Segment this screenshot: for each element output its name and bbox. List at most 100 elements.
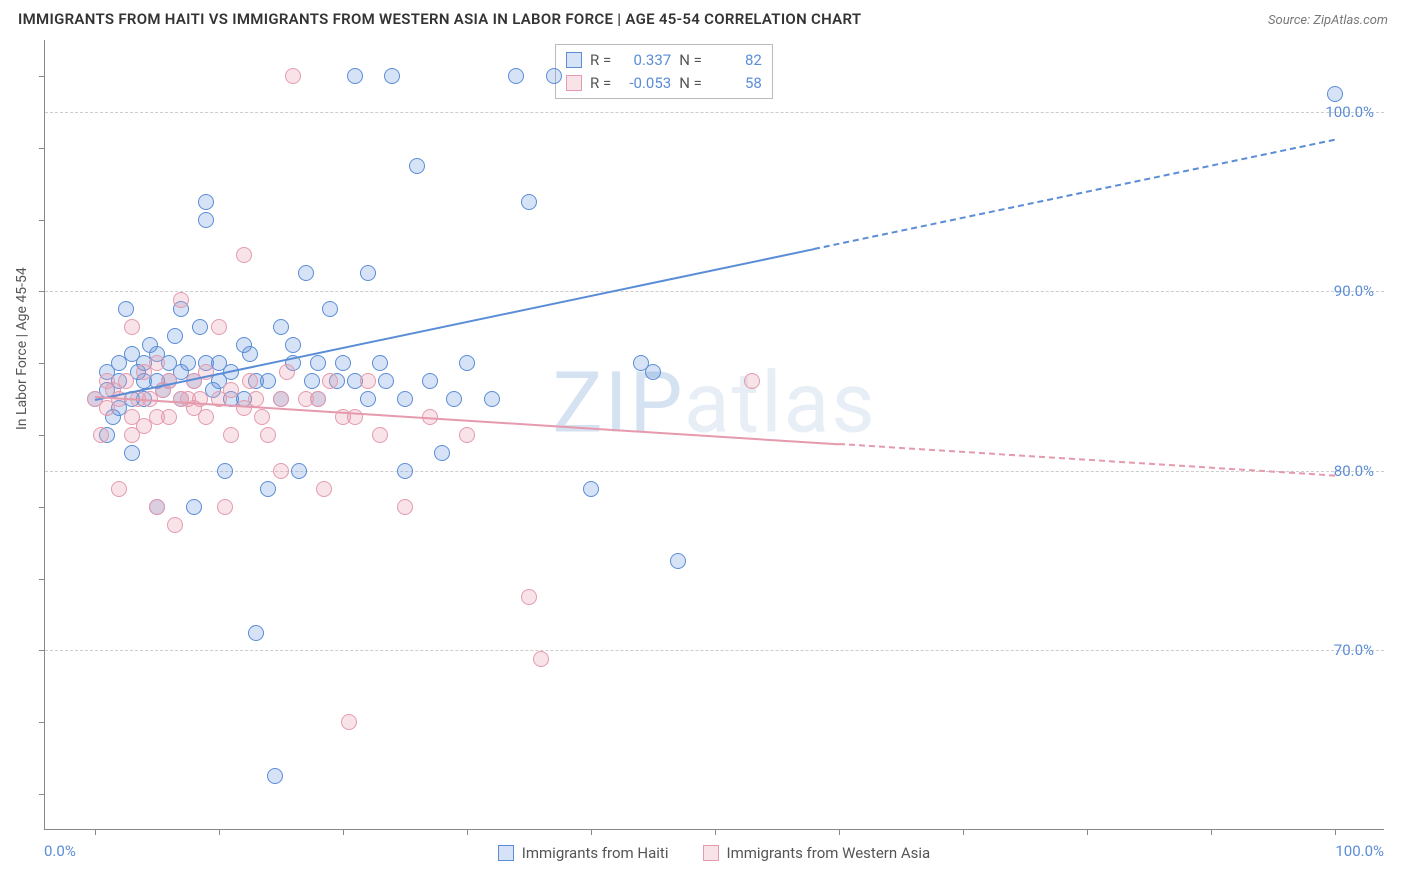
- plot-area: ZIPatlas R = 0.337 N = 82 R = -0.053 N =…: [44, 40, 1384, 830]
- data-point: [217, 463, 233, 479]
- data-point: [223, 382, 239, 398]
- y-grid-label: 70.0%: [1334, 641, 1374, 659]
- data-point: [111, 481, 127, 497]
- stat-r-haiti: 0.337: [619, 49, 671, 72]
- data-point: [198, 409, 214, 425]
- tick-x: [1087, 829, 1088, 835]
- data-point: [409, 158, 425, 174]
- data-point: [397, 499, 413, 515]
- data-point: [322, 301, 338, 317]
- data-point: [93, 427, 109, 443]
- legend-swatch-wasia: [703, 845, 719, 861]
- data-point: [260, 373, 276, 389]
- data-point: [248, 391, 264, 407]
- data-point: [285, 68, 301, 84]
- tick-y: [39, 650, 45, 651]
- legend-label-haiti: Immigrants from Haiti: [522, 844, 669, 862]
- tick-y: [39, 507, 45, 508]
- y-grid-label: 80.0%: [1334, 462, 1374, 480]
- data-point: [254, 409, 270, 425]
- gridline-h: [45, 112, 1384, 113]
- data-point: [124, 319, 140, 335]
- data-point: [533, 651, 549, 667]
- source-attribution: Source: ZipAtlas.com: [1268, 13, 1388, 28]
- data-point: [285, 337, 301, 353]
- stats-legend: R = 0.337 N = 82 R = -0.053 N = 58: [555, 44, 773, 99]
- data-point: [459, 355, 475, 371]
- tick-y: [39, 76, 45, 77]
- tick-y: [39, 794, 45, 795]
- data-point: [384, 68, 400, 84]
- data-point: [1327, 86, 1343, 102]
- tick-x: [95, 829, 96, 835]
- data-point: [360, 391, 376, 407]
- data-point: [372, 427, 388, 443]
- data-point: [161, 409, 177, 425]
- data-point: [167, 328, 183, 344]
- data-point: [459, 427, 475, 443]
- data-point: [422, 373, 438, 389]
- data-point: [198, 194, 214, 210]
- tick-y: [39, 579, 45, 580]
- data-point: [236, 247, 252, 263]
- data-point: [198, 212, 214, 228]
- data-point: [645, 364, 661, 380]
- stat-r-label: R =: [590, 49, 611, 72]
- data-point: [341, 714, 357, 730]
- watermark: ZIPatlas: [552, 353, 876, 452]
- data-point: [273, 463, 289, 479]
- tick-x: [591, 829, 592, 835]
- stat-n-wasia: 58: [710, 72, 762, 95]
- data-point: [273, 319, 289, 335]
- tick-x: [1211, 829, 1212, 835]
- data-point: [124, 445, 140, 461]
- data-point: [186, 499, 202, 515]
- tick-x: [715, 829, 716, 835]
- data-point: [521, 194, 537, 210]
- tick-x: [963, 829, 964, 835]
- data-point: [446, 391, 462, 407]
- data-point: [546, 68, 562, 84]
- tick-x: [343, 829, 344, 835]
- legend-swatch-wasia: [566, 75, 582, 91]
- data-point: [242, 346, 258, 362]
- data-point: [260, 481, 276, 497]
- tick-y: [39, 220, 45, 221]
- tick-x: [219, 829, 220, 835]
- data-point: [372, 355, 388, 371]
- data-point: [242, 373, 258, 389]
- data-point: [279, 364, 295, 380]
- legend-swatch-haiti: [566, 52, 582, 68]
- stat-n-label: N =: [679, 49, 702, 72]
- tick-x: [839, 829, 840, 835]
- data-point: [304, 373, 320, 389]
- data-point: [248, 625, 264, 641]
- legend-item-haiti: Immigrants from Haiti: [498, 844, 669, 862]
- legend-label-wasia: Immigrants from Western Asia: [727, 844, 931, 862]
- data-point: [378, 373, 394, 389]
- y-axis-title: In Labor Force | Age 45-54: [14, 267, 30, 430]
- data-point: [118, 301, 134, 317]
- data-point: [310, 391, 326, 407]
- gridline-h: [45, 471, 1384, 472]
- data-point: [291, 463, 307, 479]
- data-point: [192, 319, 208, 335]
- tick-x: [1335, 829, 1336, 835]
- data-point: [260, 427, 276, 443]
- data-point: [167, 517, 183, 533]
- data-point: [180, 355, 196, 371]
- stats-row-wasia: R = -0.053 N = 58: [566, 72, 762, 95]
- data-point: [211, 319, 227, 335]
- data-point: [217, 499, 233, 515]
- data-point: [434, 445, 450, 461]
- gridline-h: [45, 291, 1384, 292]
- tick-y: [39, 291, 45, 292]
- data-point: [508, 68, 524, 84]
- data-point: [521, 589, 537, 605]
- stat-n-label: N =: [679, 72, 702, 95]
- data-point: [322, 373, 338, 389]
- data-point: [360, 373, 376, 389]
- tick-y: [39, 363, 45, 364]
- chart-container: ZIPatlas R = 0.337 N = 82 R = -0.053 N =…: [44, 40, 1384, 830]
- data-point: [267, 768, 283, 784]
